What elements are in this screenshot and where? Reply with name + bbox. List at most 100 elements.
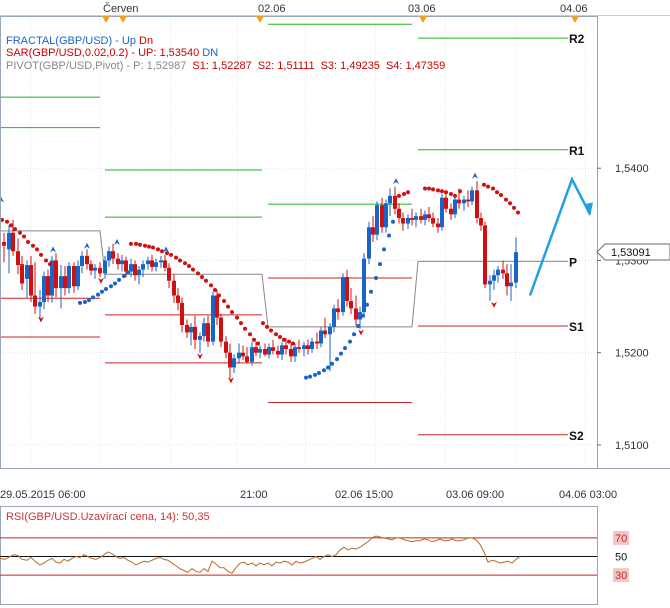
sar-dot-red (243, 326, 247, 331)
candle-down (419, 216, 423, 220)
sar-dot-red (217, 293, 221, 298)
candle-down (271, 347, 275, 351)
sar-dot-red (165, 251, 169, 256)
sar-dot-red (235, 315, 239, 320)
candle-up (93, 267, 97, 271)
candle-up (267, 347, 271, 355)
sar-dot-blue (109, 284, 113, 289)
current-price-tag (596, 243, 670, 261)
top-axis-label: 03.06 (408, 3, 436, 15)
sar-dot-red (274, 332, 278, 337)
sar-dot-red (129, 241, 133, 246)
sar-dot-red (230, 310, 234, 315)
sar-dot-blue (126, 270, 130, 275)
candle-down (163, 260, 167, 268)
candle-up (103, 260, 107, 274)
sar-dot-red (431, 187, 435, 192)
fractal-down-icon (358, 329, 364, 336)
candle-up (293, 347, 297, 357)
candle-up (341, 277, 345, 313)
candle-up (189, 326, 193, 333)
top-axis-label: Červen (103, 2, 138, 15)
candle-up (198, 336, 202, 340)
sar-dots (0, 182, 520, 380)
sar-dot-blue (352, 332, 356, 337)
level-label-r1: R1 (569, 144, 585, 158)
rsi-level-label: 30 (615, 570, 627, 582)
rsi-level-tag (613, 530, 629, 545)
candle-down (89, 264, 93, 271)
candle-up (414, 216, 418, 220)
sar-dot-red (26, 240, 30, 244)
candle-up (38, 301, 42, 307)
candle-up (232, 358, 236, 368)
sar-dot-red (44, 258, 48, 263)
sar-dot-red (204, 278, 208, 283)
sar-dot-red (226, 304, 230, 309)
sar-dot-blue (326, 365, 330, 370)
candle-down (449, 208, 453, 215)
candle-down (397, 208, 401, 219)
candle-up (358, 312, 362, 320)
candles (2, 181, 518, 379)
candle-down (289, 349, 293, 357)
sar-dot-red (444, 190, 448, 195)
session-marker-icon (571, 16, 579, 23)
sar-dot-red (143, 243, 147, 248)
rsi-line (0, 535, 521, 574)
candle-down (54, 260, 58, 289)
sar-dot-red (449, 192, 453, 197)
rsi-frame (0, 506, 598, 605)
candle-down (63, 276, 67, 289)
sar-dot-red (9, 223, 13, 228)
fractal-down-icon (491, 301, 497, 308)
candle-up (42, 276, 46, 302)
candle-down (475, 190, 479, 219)
sar-legend: SAR(GBP/USD,0.02,0.2) - UP: 1,53540 DN (6, 47, 218, 59)
x-tick-label: 02.06 15:00 (335, 489, 393, 501)
candle-up (310, 341, 314, 350)
candle-down (85, 255, 89, 265)
sar-dot-red (209, 283, 213, 288)
candle-down (29, 265, 33, 296)
candle-down (172, 280, 176, 296)
candle-up (202, 323, 206, 337)
candle-up (76, 265, 80, 287)
sar-dot-red (406, 190, 410, 195)
fractal-up-icon (50, 246, 56, 253)
sar-dot-blue (374, 275, 378, 280)
candle-down (116, 258, 120, 265)
candle-down (176, 295, 180, 303)
fractal-legend: FRACTAL(GBP/USD) - Up Dn (6, 35, 153, 47)
current-price-label: 1,53091 (611, 247, 651, 259)
sar-dot-blue (378, 262, 382, 267)
candle-down (297, 347, 301, 350)
candle-down (2, 242, 6, 246)
sar-dot-red (440, 189, 444, 194)
fractal-down-icon (197, 353, 203, 360)
candle-up (25, 265, 29, 279)
sar-dot-red (278, 335, 282, 340)
candle-down (193, 326, 197, 340)
level-label-s1: S1 (569, 320, 584, 334)
candle-up (453, 199, 457, 215)
candle-up (440, 197, 444, 228)
x-tick-label: 21:00 (240, 489, 268, 501)
x-tick-label: 03.06 09:00 (446, 489, 504, 501)
candle-down (315, 341, 319, 344)
rsi-level-label: 70 (615, 533, 627, 545)
rsi-panel: 70 50 30 (0, 506, 629, 605)
candle-up (462, 199, 466, 204)
sar-dot-blue (317, 370, 321, 375)
candle-up (154, 262, 158, 267)
candle-down (254, 347, 258, 353)
sar-dot-blue (348, 339, 352, 344)
candle-down (98, 267, 102, 274)
sar-dot-blue (387, 233, 391, 238)
candle-down (263, 349, 267, 355)
candle-down (393, 195, 397, 209)
forecast-arrow (528, 176, 593, 296)
sar-dot-blue (304, 375, 308, 380)
top-axis-label: 04.06 (560, 3, 588, 15)
